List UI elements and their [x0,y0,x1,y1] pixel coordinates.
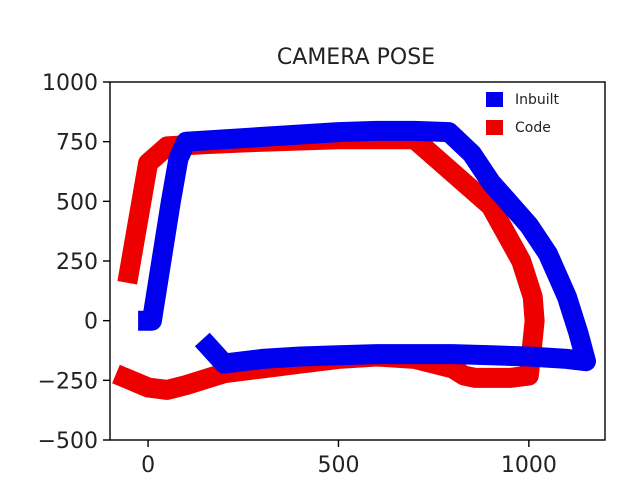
y-tick-label: 750 [56,131,98,156]
legend-label-code: Code [515,120,551,136]
series-line-inbuilt [138,120,596,374]
x-tick-label: 0 [141,453,155,478]
y-tick-label: 1000 [42,71,98,96]
legend-swatch-code [486,120,503,135]
chart-title: CAMERA POSE [277,45,435,70]
legend-label-inbuilt: Inbuilt [515,92,560,108]
legend-swatch-inbuilt [486,92,503,107]
x-tick-label: 500 [317,453,359,478]
y-tick-label: 0 [84,310,98,335]
y-tick-label: 500 [56,190,98,215]
axes-layer: 1000 750 500 250 0 −250 −500 0 500 1000 [38,71,557,478]
y-tick-label: −250 [38,369,98,394]
x-tick-label: 1000 [501,453,557,478]
y-tick-label: −500 [38,429,98,454]
legend: Inbuilt Code [486,92,560,136]
y-tick-label: 250 [56,250,98,275]
series-layer [112,120,596,400]
